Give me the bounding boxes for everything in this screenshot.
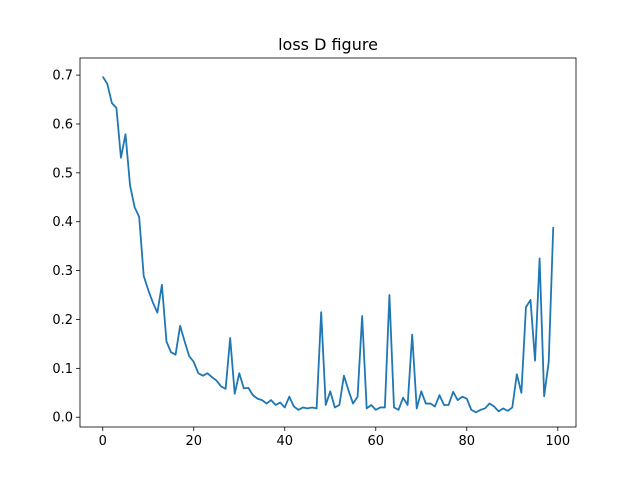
y-tick-label: 0.6 (52, 117, 73, 132)
y-tick-label: 0.3 (52, 264, 73, 279)
x-tick-label: 20 (185, 434, 202, 449)
chart-title: loss D figure (278, 35, 378, 54)
series-line-0 (101, 76, 555, 414)
y-tick-label: 0.1 (52, 362, 73, 377)
y-tick-label: 0.4 (52, 215, 73, 230)
x-tick-label: 40 (276, 434, 293, 449)
x-tick-label: 100 (545, 434, 570, 449)
x-tick-label: 0 (99, 434, 107, 449)
plot-frame (79, 57, 577, 428)
x-tick-label: 80 (459, 434, 476, 449)
x-axis: 0 20 40 60 80 100 (99, 427, 570, 449)
y-tick-label: 0.5 (52, 166, 73, 181)
y-tick-label: 0.7 (52, 69, 73, 84)
y-tick-label: 0.0 (52, 411, 73, 426)
plot-line-layer (101, 76, 555, 414)
y-tick-label: 0.2 (52, 313, 73, 328)
x-tick-label: 60 (368, 434, 385, 449)
y-axis: 0.0 0.1 0.2 0.3 0.4 0.5 0.6 0.7 (52, 69, 80, 426)
